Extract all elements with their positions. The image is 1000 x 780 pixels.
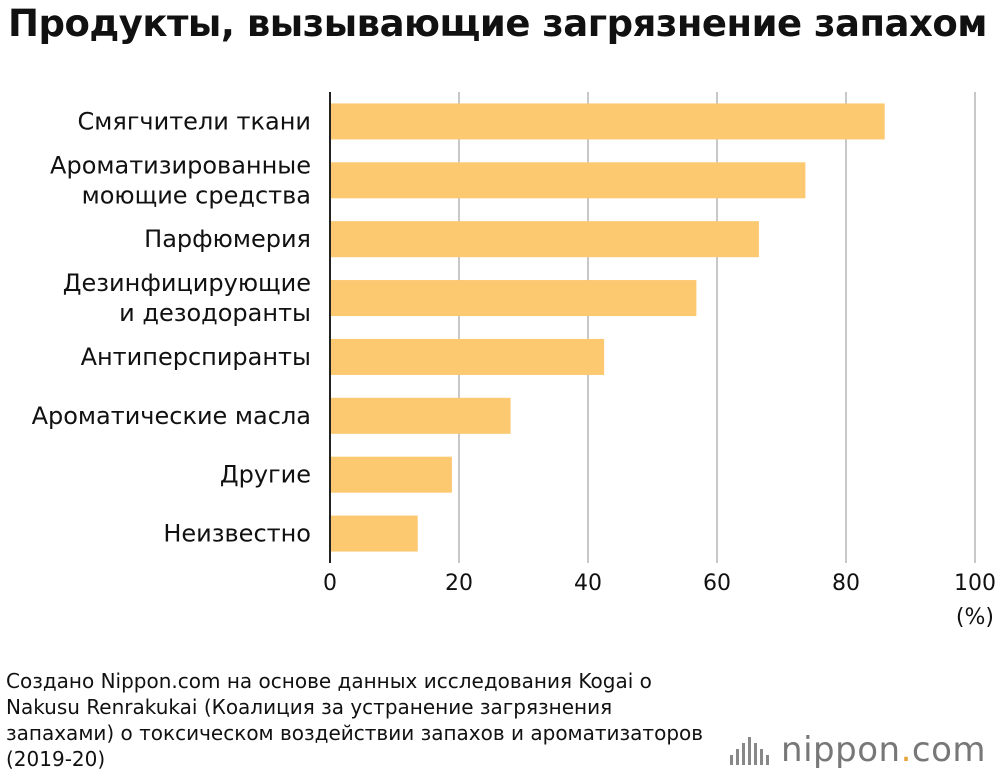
bar [330, 397, 511, 434]
source-note: Создано Nippon.com на основе данных иссл… [6, 669, 704, 771]
category-label: Неизвестно [163, 520, 311, 548]
logo-tld: com [911, 730, 986, 770]
nippon-logo: nippon. com [730, 730, 986, 770]
x-tick-label: 20 [445, 571, 473, 596]
bar [330, 338, 605, 375]
unit-label: (%) [955, 605, 994, 630]
bar [330, 103, 885, 140]
bar [330, 280, 697, 317]
category-label: Дезинфицирующие [63, 269, 311, 297]
category-label: и дезодоранты [119, 299, 311, 327]
x-tick-label: 80 [832, 571, 860, 596]
x-tick-label: 60 [703, 571, 731, 596]
category-label: Ароматизированные [50, 151, 311, 179]
category-label: Парфюмерия [144, 225, 311, 253]
category-label: Другие [220, 461, 311, 489]
logo-dot: . [900, 730, 912, 770]
bar [330, 456, 452, 493]
bar [330, 162, 806, 199]
x-tick-label: 100 [954, 571, 996, 596]
logo-name: nippon [781, 730, 901, 770]
category-label: моющие средства [82, 181, 311, 209]
x-tick-label: 40 [574, 571, 602, 596]
bar-chart: Смягчители ткани Ароматизированныемоющие … [32, 92, 996, 596]
bar [330, 515, 418, 552]
logo-bars-icon [730, 735, 770, 765]
category-label: Ароматические масла [32, 402, 311, 430]
chart-title: Продукты, вызывающие загрязнение запахом [8, 2, 988, 45]
bar [330, 221, 759, 258]
x-tick-label: 0 [323, 571, 337, 596]
category-label: Смягчители ткани [78, 107, 311, 135]
category-label: Антиперспиранты [81, 343, 311, 371]
